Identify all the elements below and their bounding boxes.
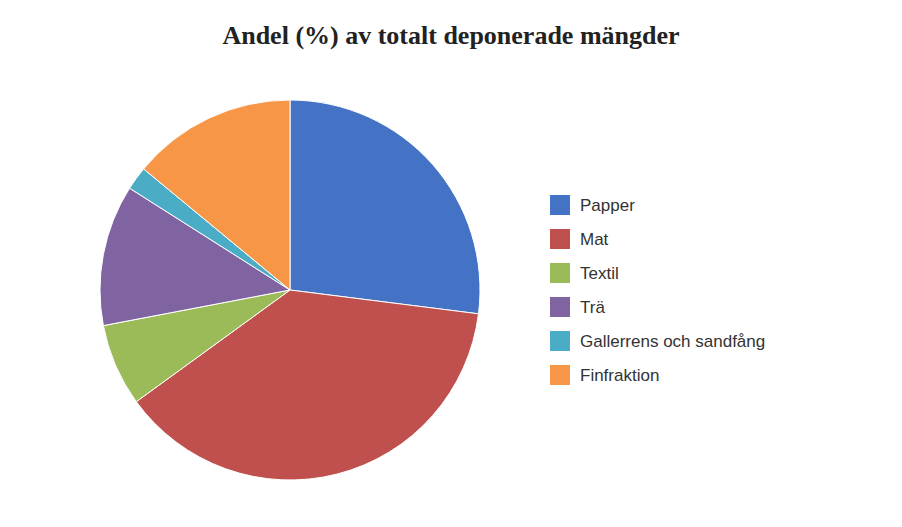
chart-title: Andel (%) av totalt deponerade mängder xyxy=(222,21,679,50)
legend-label: Gallerrens och sandfång xyxy=(580,332,765,351)
legend-label: Finfraktion xyxy=(580,366,659,385)
pie xyxy=(100,100,480,480)
legend-label: Mat xyxy=(580,230,609,249)
legend-label: Textil xyxy=(580,264,619,283)
pie-slice xyxy=(290,100,480,314)
legend-label: Trä xyxy=(580,298,605,317)
legend-swatch xyxy=(550,331,570,351)
legend-swatch xyxy=(550,297,570,317)
chart-svg: Andel (%) av totalt deponerade mängder Pa… xyxy=(0,0,902,527)
legend-swatch xyxy=(550,229,570,249)
legend: Papper Mat Textil Trä Gallerrens och sandfån… xyxy=(550,195,765,385)
legend-label: Papper xyxy=(580,196,635,215)
pie-slice xyxy=(144,100,290,290)
chart-container: Andel (%) av totalt deponerade mängder Pa… xyxy=(0,0,902,527)
legend-swatch xyxy=(550,365,570,385)
legend-swatch xyxy=(550,263,570,283)
legend-swatch xyxy=(550,195,570,215)
